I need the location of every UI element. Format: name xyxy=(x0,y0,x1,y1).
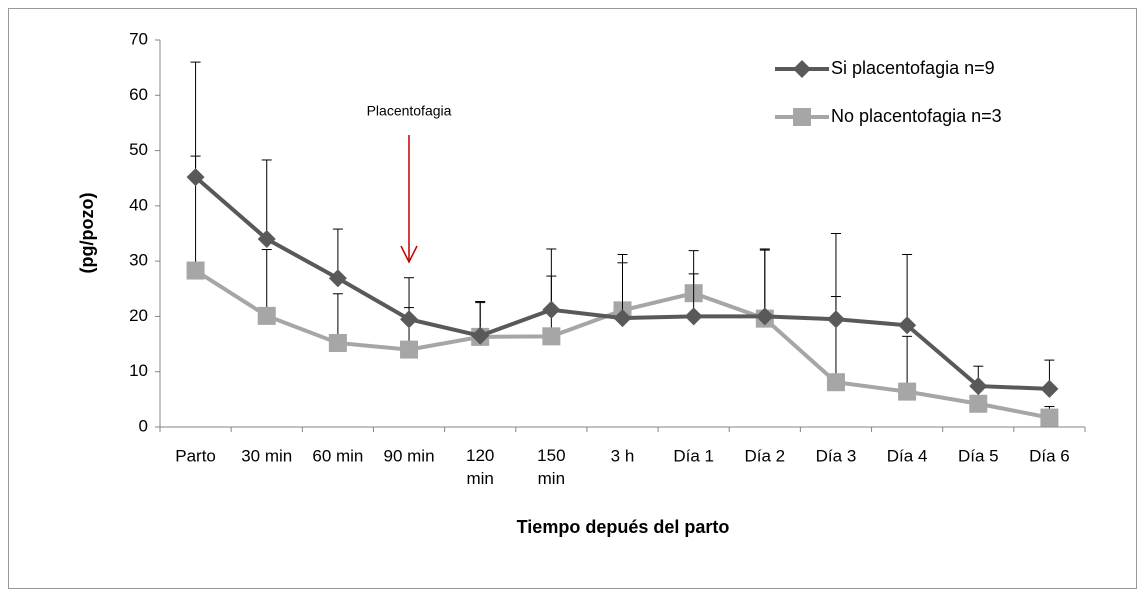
x-tick-label: 90 min xyxy=(384,446,435,465)
legend-marker xyxy=(793,108,811,126)
marker xyxy=(898,382,917,401)
marker xyxy=(969,394,988,413)
x-tick-label: Parto xyxy=(175,446,216,465)
y-tick-label: 0 xyxy=(139,416,148,435)
marker xyxy=(684,307,703,326)
chart-frame xyxy=(8,8,1137,589)
x-tick-label: Día 6 xyxy=(1029,446,1070,465)
x-tick-label: 30 min xyxy=(241,446,292,465)
x-tick-label: Día 2 xyxy=(744,446,785,465)
y-axis-label: (pg/pozo) xyxy=(77,193,97,274)
marker xyxy=(400,340,419,359)
marker xyxy=(755,307,774,326)
marker xyxy=(1040,379,1059,398)
x-tick-label: 3 h xyxy=(611,446,635,465)
y-tick-label: 40 xyxy=(129,195,148,214)
x-tick-label: Día 4 xyxy=(887,446,928,465)
marker xyxy=(826,373,845,392)
x-tick-label: Día 5 xyxy=(958,446,999,465)
y-tick-label: 60 xyxy=(129,85,148,104)
marker xyxy=(613,309,632,328)
marker xyxy=(186,261,205,280)
marker xyxy=(826,310,845,329)
marker xyxy=(400,310,419,329)
y-tick-label: 70 xyxy=(129,29,148,48)
y-tick-label: 50 xyxy=(129,140,148,159)
x-tick-label: 120 min xyxy=(466,446,494,488)
legend-label: No placentofagia n=3 xyxy=(831,106,1002,126)
marker xyxy=(898,316,917,335)
x-tick-label: Día 3 xyxy=(816,446,857,465)
y-tick-label: 20 xyxy=(129,306,148,325)
annotation-arrow xyxy=(400,135,418,264)
legend-marker xyxy=(793,60,811,78)
marker xyxy=(969,377,988,396)
x-tick-label: 60 min xyxy=(312,446,363,465)
marker xyxy=(328,269,347,288)
marker xyxy=(257,306,276,325)
marker xyxy=(542,327,561,346)
x-axis-label: Tiempo depués del parto xyxy=(517,517,730,537)
marker xyxy=(328,333,347,352)
marker xyxy=(542,300,561,319)
x-tick-label: 150 min xyxy=(537,446,565,488)
marker xyxy=(257,230,276,249)
marker xyxy=(471,326,490,345)
annotation: Placentofagia xyxy=(367,103,452,119)
y-tick-label: 30 xyxy=(129,251,148,270)
marker xyxy=(186,168,205,187)
marker xyxy=(1040,408,1059,427)
legend-label: Si placentofagia n=9 xyxy=(831,58,995,78)
x-tick-label: Día 1 xyxy=(673,446,714,465)
y-tick-label: 10 xyxy=(129,361,148,380)
